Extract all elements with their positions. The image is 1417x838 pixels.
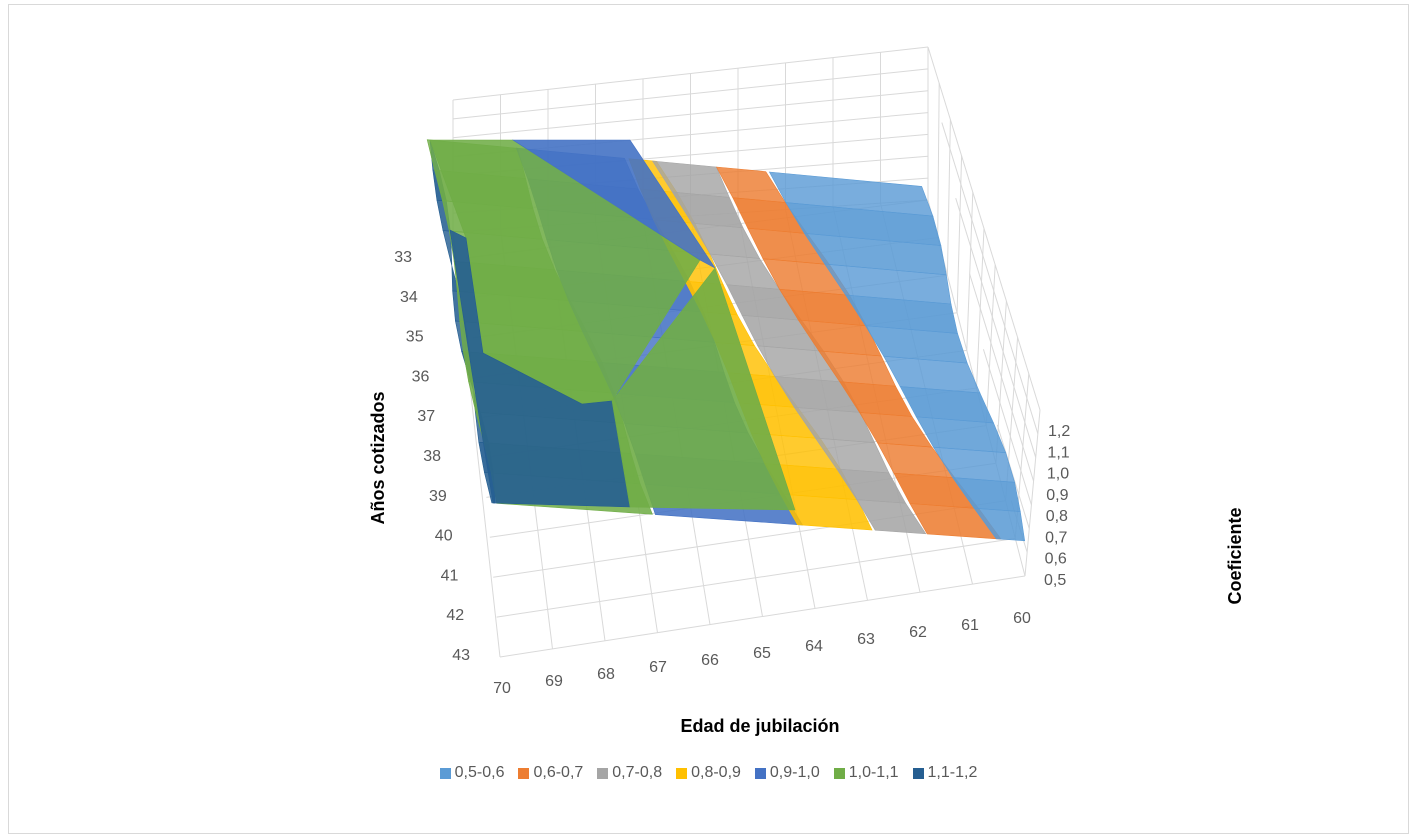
surface-patch (973, 507, 1026, 542)
legend-label: 1,1-1,2 (927, 764, 978, 781)
surface-patch (611, 267, 796, 511)
legend-swatch (597, 767, 609, 779)
legend-swatch (833, 767, 845, 779)
legend-swatch (912, 767, 924, 779)
legend-swatch (439, 767, 451, 779)
legend: 0,5-0,6 0,6-0,7 0,7-0,8 0,8-0,9 0,9-1,0 1,0-1… (0, 764, 1417, 782)
z-tick-label: 0,7 (1045, 529, 1067, 546)
surface-patch (856, 499, 927, 535)
y-tick-label: 38 (423, 448, 441, 465)
legend-label: 0,7-0,8 (612, 764, 663, 781)
y-tick-label: 39 (429, 488, 447, 505)
y-tick-label: 43 (452, 647, 470, 664)
wall-gridline (996, 424, 1030, 529)
legend-label: 0,8-0,9 (691, 764, 741, 781)
x-tick-label: 62 (909, 624, 927, 641)
y-tick-label: 41 (441, 567, 459, 584)
z-axis-title: Coeficiente (1225, 507, 1245, 604)
x-tick-label: 65 (753, 645, 771, 662)
x-axis-title: Edad de jubilación (680, 716, 839, 736)
legend-item: 1,1-1,2 (912, 764, 978, 782)
z-tick-label: 0,5 (1044, 572, 1066, 589)
wall-gridline (946, 119, 951, 276)
x-tick-label: 61 (961, 617, 979, 634)
legend-label: 0,6-0,7 (533, 764, 584, 781)
wall-gridline (937, 83, 940, 238)
wall-gridline (1024, 409, 1041, 577)
y-tick-label: 33 (394, 249, 412, 266)
tick-labels: 33 34 35 36 37 38 39 40 41 42 43 70 69 68 67 66 65 64 63 62… (394, 249, 1070, 697)
wall-gridline (966, 192, 974, 351)
x-tick-label: 67 (649, 659, 667, 676)
y-tick-label: 35 (406, 329, 424, 346)
legend-label: 1,0-1,1 (848, 764, 899, 781)
legend-item: 0,8-0,9 (676, 764, 741, 782)
wall-gridline (955, 197, 1037, 458)
wall-gridline (956, 155, 963, 313)
x-tick-label: 70 (493, 680, 511, 697)
x-tick-label: 64 (805, 638, 823, 655)
y-tick-label: 36 (412, 368, 430, 385)
legend-item: 0,5-0,6 (439, 764, 505, 782)
z-tick-label: 1,0 (1047, 466, 1069, 483)
y-tick-label: 42 (446, 607, 464, 624)
legend-label: 0,9-1,0 (769, 764, 820, 781)
x-tick-label: 68 (597, 666, 615, 683)
legend-item: 0,9-1,0 (754, 764, 820, 782)
floor-gridline (499, 575, 1026, 658)
legend-swatch (754, 767, 766, 779)
wall-gridline (982, 349, 1032, 506)
legend-item: 0,6-0,7 (518, 764, 583, 782)
x-tick-label: 69 (545, 673, 563, 690)
surface-plot (426, 139, 1026, 542)
legend-swatch (676, 767, 688, 779)
x-tick-label: 63 (857, 631, 875, 648)
z-tick-label: 0,6 (1045, 551, 1067, 568)
x-tick-label: 66 (701, 652, 719, 669)
z-tick-label: 0,9 (1046, 487, 1068, 504)
z-tick-label: 1,1 (1047, 444, 1069, 461)
y-tick-label: 40 (435, 528, 453, 545)
floor-gridline (496, 537, 1016, 618)
x-tick-label: 60 (1013, 610, 1031, 627)
legend-label: 0,5-0,6 (454, 764, 505, 781)
surface-patch (779, 493, 873, 531)
z-tick-label: 0,8 (1046, 508, 1068, 525)
legend-item: 1,0-1,1 (833, 764, 899, 782)
y-tick-label: 37 (417, 408, 435, 425)
wall-gridline (941, 122, 1039, 434)
y-axis-title: Años cotizados (368, 391, 388, 524)
legend-swatch (518, 767, 530, 779)
y-tick-label: 34 (400, 289, 418, 306)
z-tick-label: 1,2 (1048, 423, 1070, 440)
wall-gridline (985, 264, 996, 426)
legend-item: 0,7-0,8 (597, 764, 662, 782)
wall-gridline (976, 228, 985, 389)
